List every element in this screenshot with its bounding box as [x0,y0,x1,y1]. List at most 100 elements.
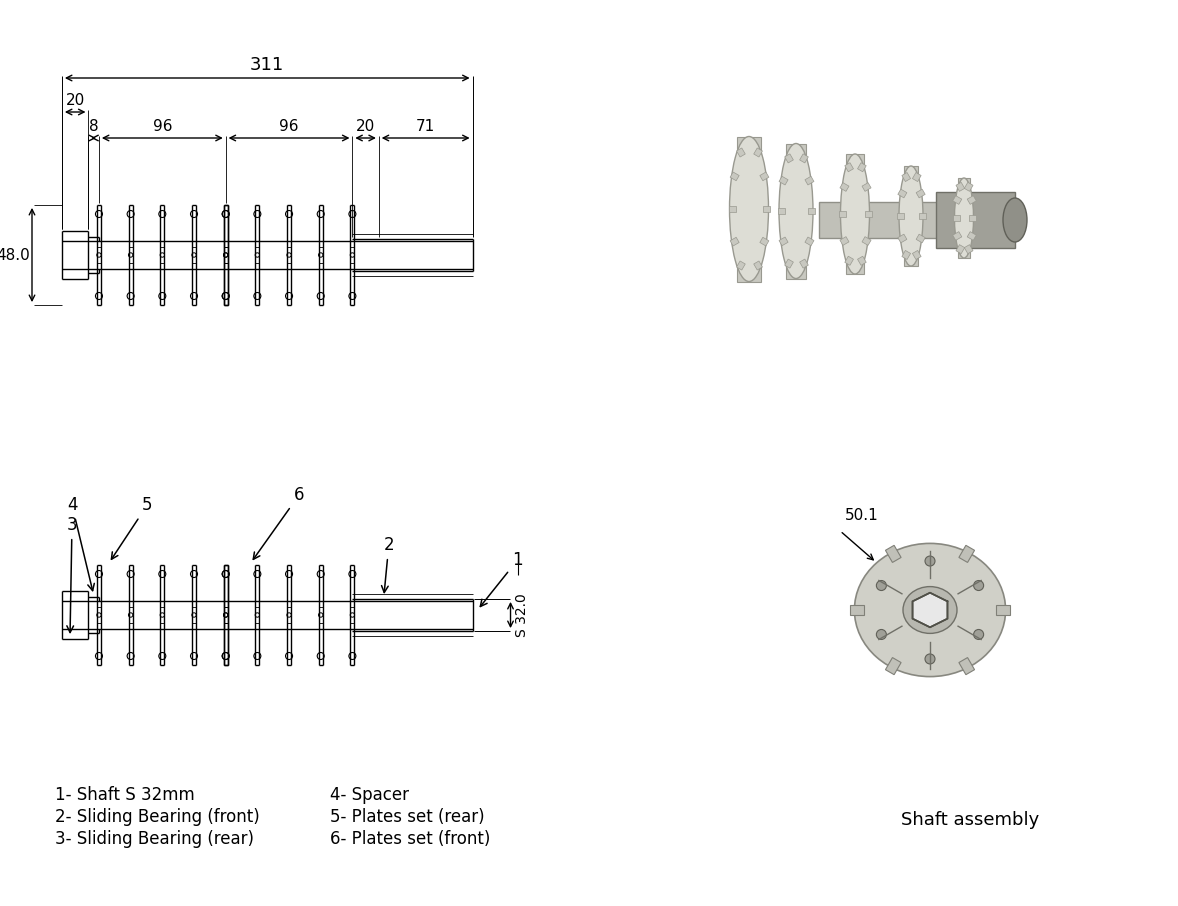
Text: Shaft assembly: Shaft assembly [901,811,1039,829]
Circle shape [925,654,935,664]
Text: 2- Sliding Bearing (front): 2- Sliding Bearing (front) [55,808,260,826]
Bar [916,189,925,198]
Bar [839,211,846,217]
Bar [840,236,849,246]
Bar [845,256,854,265]
Text: 20: 20 [66,93,85,108]
Bar [965,245,973,254]
Ellipse shape [954,178,973,258]
Bar [898,189,907,198]
Bar [959,658,974,675]
Text: 311: 311 [250,56,284,74]
Ellipse shape [854,544,1006,677]
Circle shape [876,630,886,640]
Bar [805,237,814,246]
Bar [805,177,814,185]
Text: 1: 1 [481,551,523,606]
Bar [953,215,960,221]
Bar [997,605,1011,615]
Text: 4- Spacer: 4- Spacer [330,786,409,804]
Circle shape [876,581,886,591]
Bar [754,261,762,270]
Text: 96: 96 [279,119,299,134]
Text: 6: 6 [253,486,304,559]
Ellipse shape [1002,198,1027,242]
Bar [959,545,974,563]
Bar [898,213,905,219]
Text: 4: 4 [67,496,94,591]
Bar [736,261,746,270]
Bar [967,232,977,240]
Ellipse shape [840,154,869,274]
Bar [754,148,762,157]
Bar [730,172,739,180]
Text: S 32.0: S 32.0 [515,593,529,637]
Bar [779,177,788,185]
Text: 2: 2 [382,536,395,593]
Bar [785,259,793,268]
Circle shape [925,556,935,566]
Text: 48.0: 48.0 [0,247,29,263]
Circle shape [974,581,984,591]
Text: 5: 5 [112,496,153,559]
Bar [904,166,918,266]
Bar [969,215,977,221]
Bar [953,232,961,240]
Ellipse shape [904,586,957,633]
Bar [737,137,761,282]
Bar [779,237,788,246]
Bar [937,192,1015,248]
Bar [916,234,925,243]
Text: 5- Plates set (rear): 5- Plates set (rear) [330,808,484,826]
Bar [858,256,866,265]
Bar [819,202,1007,238]
Bar [902,250,911,259]
Bar [919,213,926,219]
Bar [846,154,863,274]
Bar [958,178,969,258]
Bar [785,154,793,163]
Bar [777,208,785,214]
Bar [913,172,921,181]
Text: 8: 8 [88,119,99,134]
Bar [965,182,973,191]
Bar [953,196,961,205]
Bar [862,236,871,246]
Bar [865,211,872,217]
Ellipse shape [899,166,924,266]
Ellipse shape [729,137,768,282]
Bar [902,172,911,181]
Bar [886,658,901,675]
Text: 1- Shaft S 32mm: 1- Shaft S 32mm [55,786,194,804]
Bar [957,182,965,191]
Bar [840,183,849,191]
Ellipse shape [779,143,813,278]
Bar [808,208,815,214]
Bar [898,234,907,243]
Bar [957,245,965,254]
Bar [862,183,871,191]
Text: 96: 96 [153,119,172,134]
Circle shape [974,630,984,640]
Bar [760,172,769,180]
Bar [729,206,736,212]
Bar [845,163,854,172]
Text: 71: 71 [416,119,436,134]
Text: 3: 3 [67,516,78,632]
Text: 20: 20 [356,119,376,134]
Bar [886,545,901,563]
Bar [913,250,921,259]
Text: 3- Sliding Bearing (rear): 3- Sliding Bearing (rear) [55,830,254,848]
Bar [760,237,769,246]
Bar [730,237,739,246]
Bar [736,148,746,157]
Bar [858,163,866,172]
Bar [800,259,808,268]
Text: 50.1: 50.1 [845,507,879,523]
Bar [786,143,806,278]
Bar [763,206,770,212]
Bar [849,605,863,615]
Bar [967,196,977,205]
Text: 6- Plates set (front): 6- Plates set (front) [330,830,490,848]
Bar [800,154,808,163]
